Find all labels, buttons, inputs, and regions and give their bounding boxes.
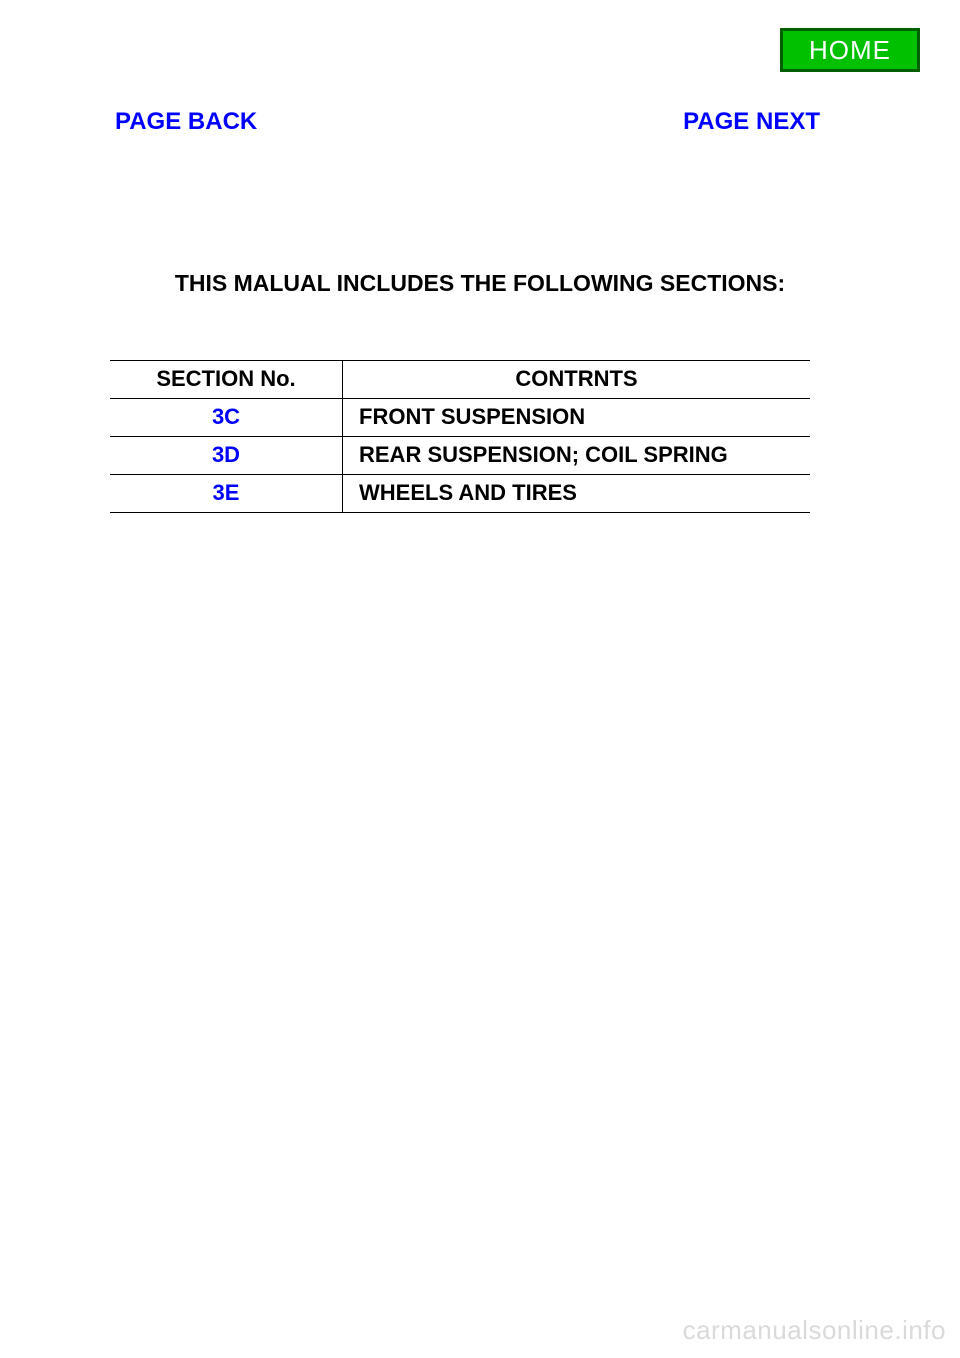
table-row: 3C FRONT SUSPENSION xyxy=(110,399,810,437)
home-button[interactable]: HOME xyxy=(780,28,920,72)
header-contents: CONTRNTS xyxy=(343,361,811,399)
section-link-3d[interactable]: 3D xyxy=(110,437,343,475)
page-nav: PAGE BACK PAGE NEXT xyxy=(0,108,960,136)
header-section-no: SECTION No. xyxy=(110,361,343,399)
table-row: 3D REAR SUSPENSION; COIL SPRING xyxy=(110,437,810,475)
page-title: THIS MALUAL INCLUDES THE FOLLOWING SECTI… xyxy=(0,270,960,297)
page-next-link[interactable]: PAGE NEXT xyxy=(683,108,820,136)
page-back-link[interactable]: PAGE BACK xyxy=(115,108,257,136)
section-link-3e[interactable]: 3E xyxy=(110,475,343,513)
section-link-3c[interactable]: 3C xyxy=(110,399,343,437)
table-row: 3E WHEELS AND TIRES xyxy=(110,475,810,513)
watermark: carmanualsonline.info xyxy=(683,1315,946,1346)
section-contents: FRONT SUSPENSION xyxy=(343,399,811,437)
section-contents: WHEELS AND TIRES xyxy=(343,475,811,513)
sections-table: SECTION No. CONTRNTS 3C FRONT SUSPENSION… xyxy=(110,360,810,513)
table-header-row: SECTION No. CONTRNTS xyxy=(110,361,810,399)
section-contents: REAR SUSPENSION; COIL SPRING xyxy=(343,437,811,475)
